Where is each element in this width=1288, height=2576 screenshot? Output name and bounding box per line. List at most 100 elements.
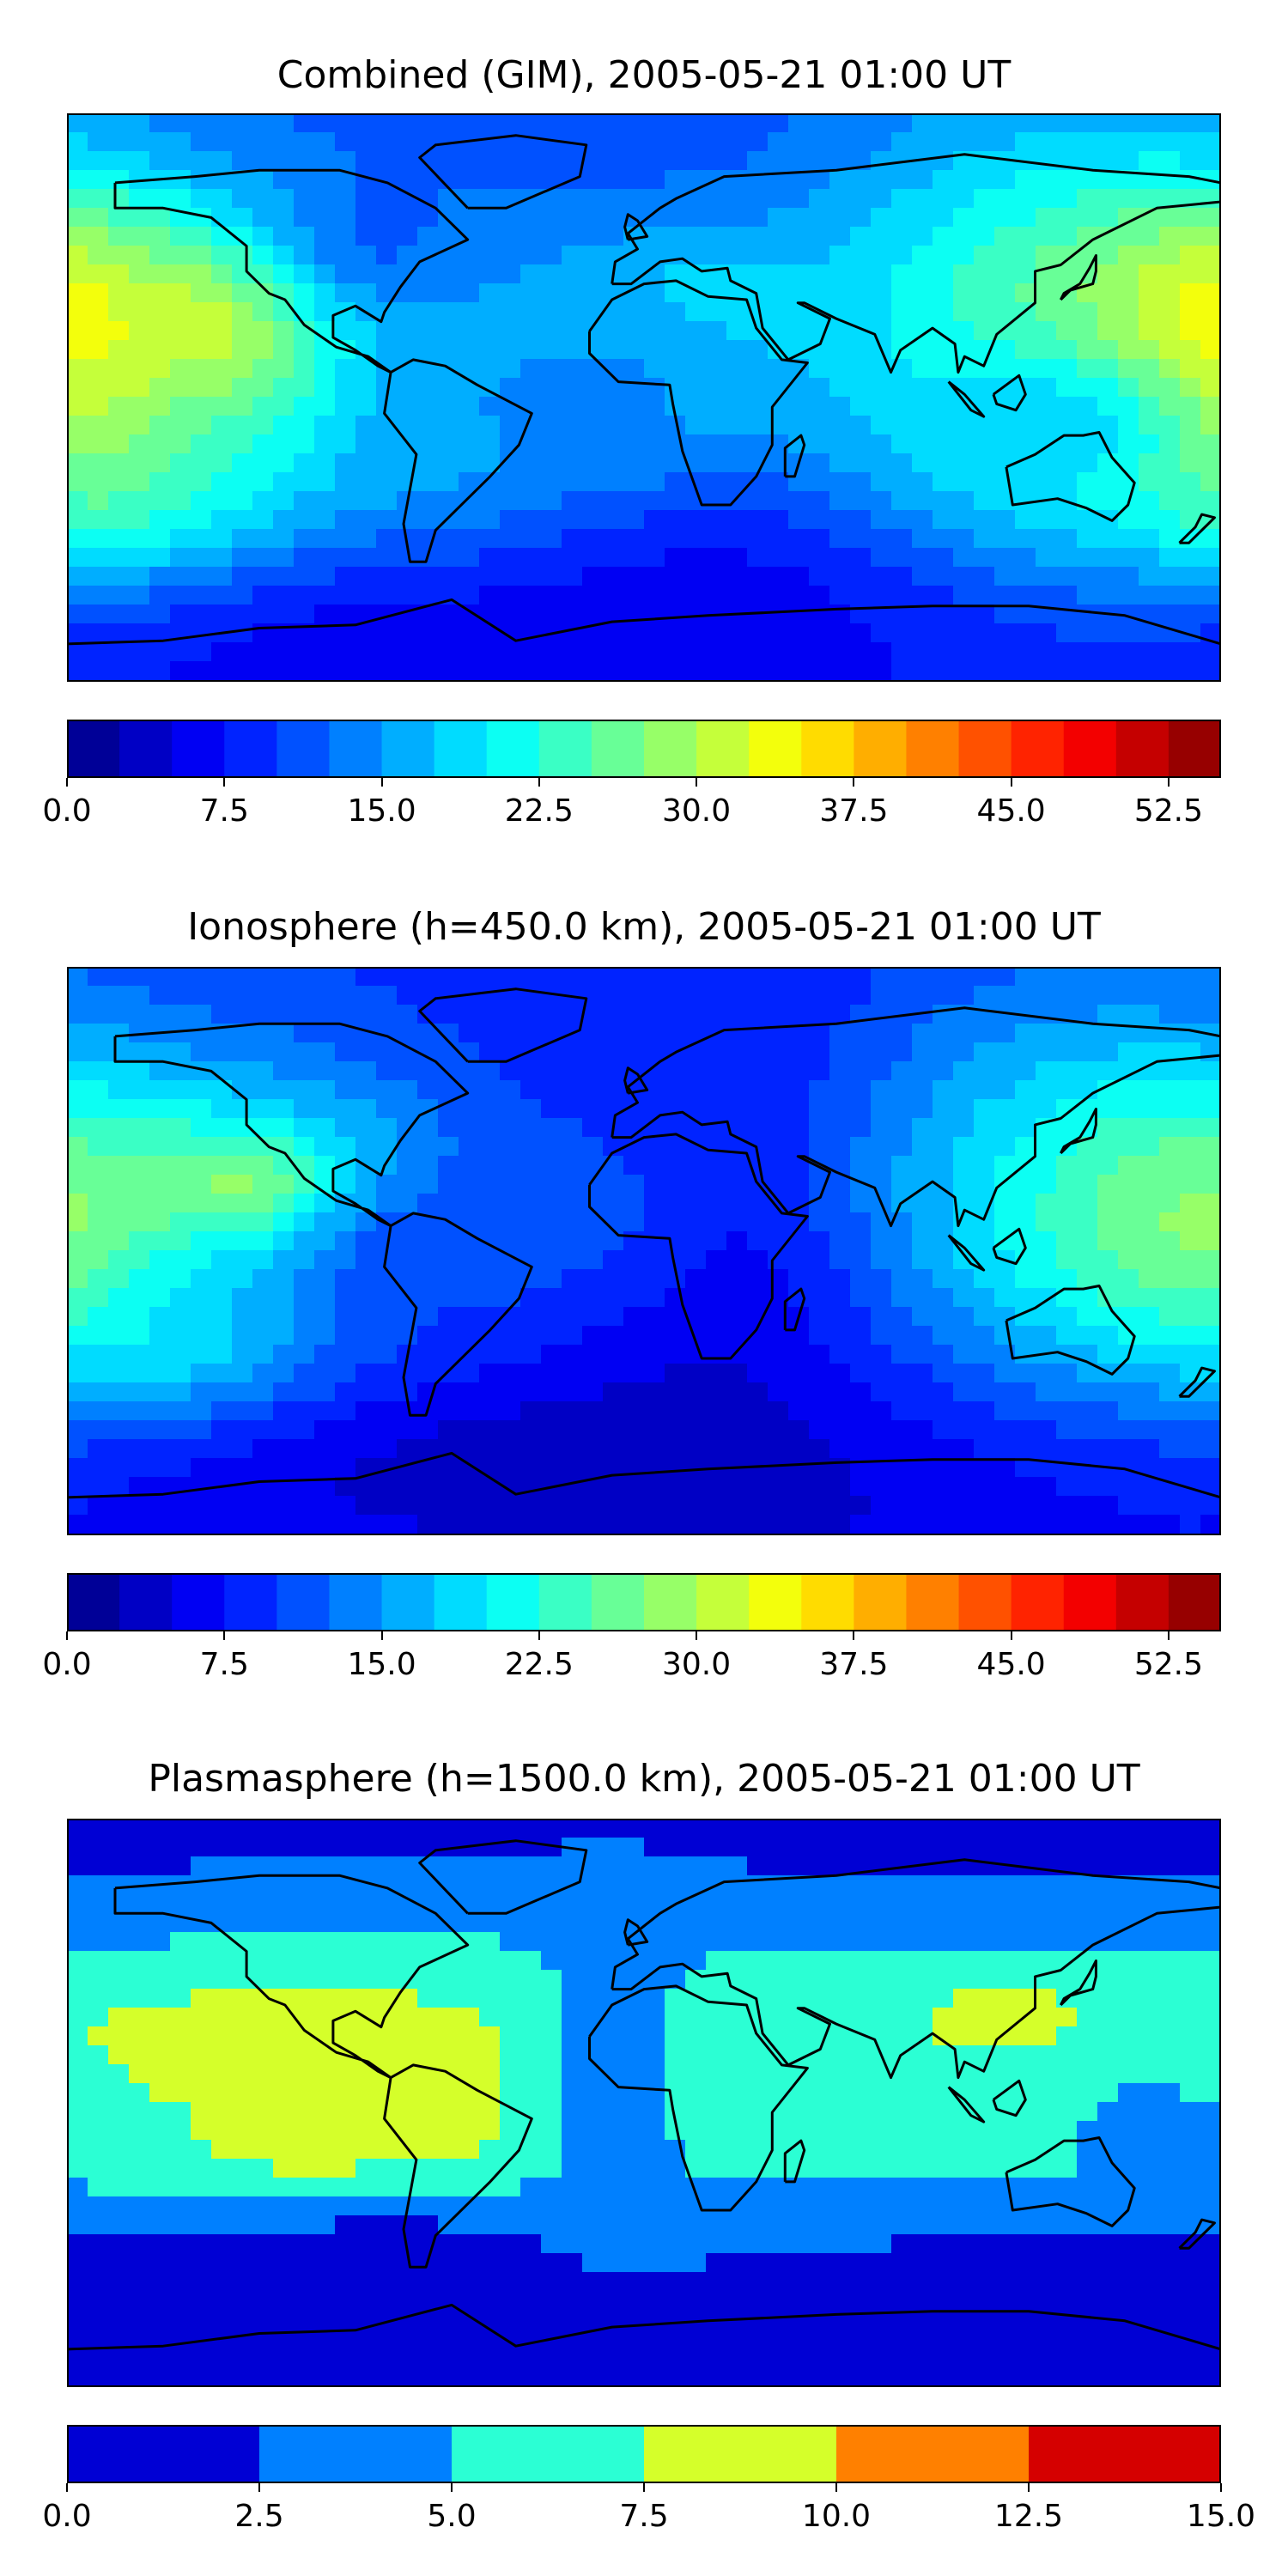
- field-cell: [809, 1496, 830, 1516]
- field-cell: [912, 1875, 933, 1895]
- field-cell: [1180, 2178, 1201, 2197]
- field-cell: [829, 416, 851, 435]
- field-cell: [603, 986, 624, 1005]
- field-cell: [933, 1477, 954, 1497]
- coastline-borneo: [992, 374, 1027, 412]
- field-cell: [788, 1894, 810, 1914]
- field-cell: [1159, 1118, 1181, 1138]
- field-cell: [397, 1024, 418, 1043]
- field-cell: [1097, 397, 1119, 416]
- field-cell: [108, 1042, 130, 1062]
- field-cell: [417, 642, 439, 662]
- field-cell: [768, 623, 789, 643]
- field-cell: [1056, 1194, 1078, 1213]
- field-cell: [376, 1951, 398, 1971]
- field-cell: [191, 2196, 212, 2216]
- field-cell: [335, 2102, 356, 2122]
- field-cell: [850, 986, 872, 1005]
- field-cell: [232, 2234, 253, 2254]
- field-cell: [335, 359, 356, 379]
- field-cell: [1139, 661, 1160, 681]
- field-cell: [562, 1137, 583, 1157]
- field-cell: [891, 434, 913, 454]
- field-cell: [726, 416, 748, 435]
- field-cell: [479, 378, 501, 398]
- field-cell: [1139, 151, 1160, 171]
- field-cell: [417, 510, 439, 530]
- field-cell: [788, 2215, 810, 2235]
- field-cell: [211, 132, 233, 152]
- field-cell: [459, 661, 480, 681]
- field-cell: [459, 1439, 480, 1459]
- field-cell: [747, 340, 769, 360]
- field-cell: [1036, 2272, 1057, 2292]
- field-cell: [1200, 1894, 1221, 1914]
- field-cell: [953, 1913, 975, 1933]
- field-cell: [829, 132, 851, 152]
- field-cell: [252, 567, 274, 586]
- coastline-australia: [1005, 1285, 1136, 1376]
- field-cell: [644, 623, 665, 643]
- field-cell: [1159, 510, 1181, 530]
- field-cell: [1036, 567, 1057, 586]
- field-cell: [582, 1042, 604, 1062]
- coastline-borneo: [992, 1227, 1027, 1266]
- field-cell: [953, 416, 975, 435]
- field-cell: [933, 2064, 954, 2084]
- field-cell: [644, 151, 665, 171]
- field-cell: [1056, 2121, 1078, 2141]
- field-cell: [541, 453, 562, 473]
- field-cell: [603, 2215, 624, 2235]
- field-cell: [417, 340, 439, 360]
- field-cell: [355, 1989, 377, 2008]
- field-cell: [191, 113, 212, 133]
- field-cell: [479, 1439, 501, 1459]
- field-cell: [294, 1970, 315, 1990]
- field-cell: [1118, 1420, 1139, 1440]
- field-cell: [603, 2008, 624, 2027]
- field-cell: [933, 2272, 954, 2292]
- field-cell: [747, 1345, 769, 1364]
- field-cell: [1056, 1118, 1078, 1138]
- field-cell: [1056, 434, 1078, 454]
- field-cell: [1077, 1307, 1098, 1327]
- field-cell: [850, 189, 872, 209]
- field-cell: [1036, 1137, 1057, 1157]
- field-cell: [768, 1307, 789, 1327]
- coastline-antarctica: [67, 598, 1221, 646]
- field-cell: [397, 510, 418, 530]
- field-cell: [108, 586, 130, 605]
- field-cell: [623, 2064, 645, 2084]
- field-cell: [809, 1894, 830, 1914]
- field-cell: [129, 1932, 150, 1952]
- field-cell: [541, 1496, 562, 1516]
- field-cell: [562, 967, 583, 987]
- field-cell: [355, 1838, 377, 1857]
- field-cell: [520, 1005, 542, 1024]
- field-cell: [809, 1875, 830, 1895]
- field-cell: [953, 1364, 975, 1383]
- field-cell: [562, 605, 583, 624]
- field-cell: [479, 1856, 501, 1876]
- field-cell: [829, 2026, 851, 2046]
- field-cell: [294, 1288, 315, 1308]
- field-cell: [355, 1382, 377, 1402]
- field-cell: [108, 2140, 130, 2160]
- field-cell: [252, 2178, 274, 2197]
- field-cell: [355, 1932, 377, 1952]
- field-cell: [500, 264, 521, 284]
- field-cell: [644, 967, 665, 987]
- field-cell: [1036, 1496, 1057, 1516]
- field-cell: [520, 1212, 542, 1232]
- field-cell: [232, 359, 253, 379]
- field-cell: [974, 661, 995, 681]
- field-cell: [829, 1989, 851, 2008]
- field-cell: [541, 642, 562, 662]
- field-cell: [1159, 1326, 1181, 1346]
- field-cell: [129, 967, 150, 987]
- field-cell: [768, 246, 789, 265]
- field-cell: [1015, 605, 1036, 624]
- field-cell: [1056, 642, 1078, 662]
- field-cell: [273, 2102, 295, 2122]
- field-cell: [108, 1288, 130, 1308]
